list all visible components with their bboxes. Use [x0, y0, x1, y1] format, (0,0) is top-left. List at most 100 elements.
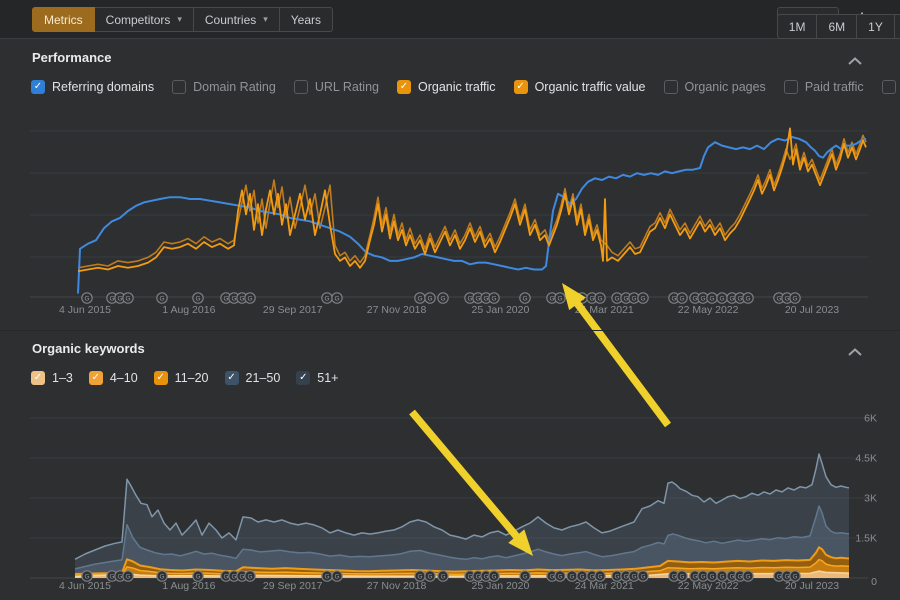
google-update-badge [742, 292, 754, 304]
google-update-badge [480, 292, 492, 304]
tab-years[interactable]: Years [278, 7, 334, 32]
svg-text:G: G [109, 573, 114, 580]
tab-countries[interactable]: Countries ▾ [192, 7, 280, 32]
toolbar: Metrics Competitors ▾ Countries ▾ Years 1M… [0, 0, 900, 39]
svg-text:G: G [475, 573, 480, 580]
google-update-badge [424, 292, 436, 304]
svg-text:G: G [491, 295, 496, 302]
google-update-badge [706, 292, 718, 304]
filter-checkbox-4-10[interactable]: ✓ 4–10 [88, 371, 138, 385]
google-update-badge [122, 292, 134, 304]
google-update-badge [576, 292, 588, 304]
range-1y[interactable]: 1Y [856, 14, 895, 39]
svg-text:G: G [109, 295, 114, 302]
range-6m[interactable]: 6M [816, 14, 858, 39]
svg-text:G: G [247, 573, 252, 580]
checkbox-label: Organic traffic [417, 80, 496, 94]
metric-checkbox-organic-traffic-value[interactable]: ✓ Organic traffic value [513, 80, 646, 94]
google-update-badge [106, 292, 118, 304]
caret-down-icon: ▾ [263, 14, 268, 24]
google-update-badge [726, 570, 738, 582]
checkbox-checked-icon: ✓ [513, 80, 528, 94]
google-update-badge [726, 292, 738, 304]
svg-text:G: G [589, 295, 594, 302]
google-update-badge [586, 292, 598, 304]
svg-text:27 Nov 2018: 27 Nov 2018 [367, 304, 427, 316]
svg-text:G: G [231, 295, 236, 302]
svg-text:G: G [631, 573, 636, 580]
google-update-badge [488, 570, 500, 582]
arrow-head [562, 283, 586, 311]
checkbox-checked-icon: ✓ [296, 371, 311, 385]
google-update-badge [480, 570, 492, 582]
google-update-badge [321, 292, 333, 304]
checkbox-checked-icon: ✓ [31, 371, 45, 385]
google-update-badge [620, 292, 632, 304]
svg-text:G: G [631, 295, 636, 302]
checkbox-label: 51+ [317, 371, 339, 385]
svg-text:G: G [729, 573, 734, 580]
arrow-head [508, 529, 533, 556]
google-update-badge [620, 570, 632, 582]
checkbox-label: 4–10 [109, 371, 138, 385]
svg-text:G: G [247, 295, 252, 302]
metric-checkbox-organic-pages[interactable]: Organic pages [663, 80, 766, 94]
svg-text:G: G [231, 573, 236, 580]
google-update-badge [414, 570, 426, 582]
checkbox-unchecked-icon [783, 80, 798, 94]
metric-checkbox-organic-traffic[interactable]: ✓ Organic traffic [396, 80, 496, 94]
range-2y[interactable]: 2Y [893, 14, 900, 39]
svg-text:G: G [427, 573, 432, 580]
svg-text:G: G [223, 295, 228, 302]
google-update-badge [81, 292, 93, 304]
google-update-badge [734, 292, 746, 304]
filter-checkbox-1-3[interactable]: ✓ 1–3 [31, 371, 73, 385]
svg-text:G: G [125, 573, 130, 580]
svg-text:G: G [549, 573, 554, 580]
checkbox-unchecked-icon [881, 80, 896, 94]
google-update-badge [789, 570, 801, 582]
arrow-shaft [572, 298, 672, 428]
tab-competitors[interactable]: Competitors ▾ [93, 7, 194, 32]
svg-text:G: G [467, 295, 472, 302]
keywords-collapse-button[interactable] [848, 343, 862, 361]
svg-text:G: G [549, 295, 554, 302]
svg-text:G: G [719, 295, 724, 302]
svg-text:G: G [614, 573, 619, 580]
google-update-badge [546, 292, 558, 304]
keywords-section-title: Organic keywords [32, 341, 145, 356]
svg-text:G: G [569, 573, 574, 580]
google-update-badge [414, 292, 426, 304]
google-update-badge [437, 570, 449, 582]
metric-checkbox-url-rating[interactable]: URL Rating [293, 80, 379, 94]
metric-checkbox-referring-domains[interactable]: ✓ Referring domains [31, 80, 154, 94]
svg-text:G: G [597, 295, 602, 302]
range-1m[interactable]: 1M [776, 14, 818, 39]
google-update-badge [789, 292, 801, 304]
filter-checkbox-21-50[interactable]: ✓ 21–50 [224, 371, 280, 385]
tab-metrics[interactable]: Metrics [32, 7, 95, 32]
metric-checkbox-paid-traffic[interactable]: Paid traffic [783, 80, 864, 94]
filter-checkbox-51+[interactable]: ✓ 51+ [296, 371, 339, 385]
checkbox-label: URL Rating [314, 80, 379, 94]
svg-text:4 Jun 2015: 4 Jun 2015 [59, 580, 111, 592]
google-update-badge [781, 292, 793, 304]
svg-text:G: G [117, 573, 122, 580]
google-update-badge [244, 292, 256, 304]
svg-text:24 Mar 2021: 24 Mar 2021 [575, 304, 634, 316]
svg-text:22 May 2022: 22 May 2022 [678, 580, 739, 592]
svg-text:G: G [719, 573, 724, 580]
google-update-badge [519, 292, 531, 304]
performance-collapse-button[interactable] [848, 52, 862, 70]
svg-text:G: G [679, 295, 684, 302]
filter-checkbox-11-20[interactable]: ✓ 11–20 [153, 371, 209, 385]
google-update-badge [773, 292, 785, 304]
google-update-badge [244, 570, 256, 582]
google-update-badge [716, 292, 728, 304]
band-top-1-3 [74, 570, 850, 578]
metric-checkbox-domain-rating[interactable]: Domain Rating [172, 80, 276, 94]
metric-checkbox-paid-traffic-cost[interactable]: Paid traffic cost [881, 80, 900, 94]
google-update-badge [554, 570, 566, 582]
